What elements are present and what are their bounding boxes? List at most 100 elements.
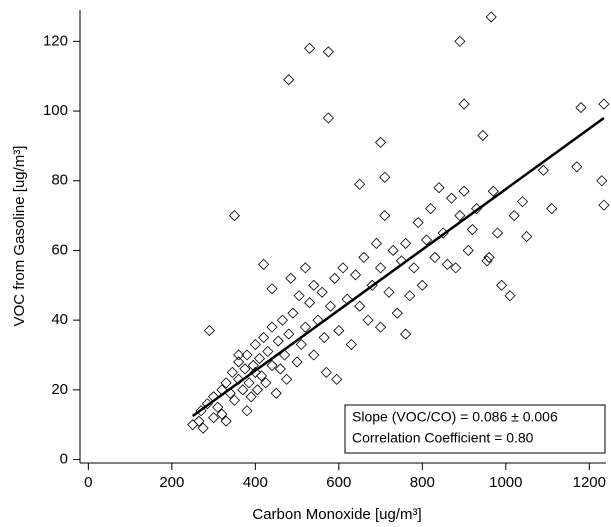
point — [216, 408, 228, 420]
x-tick-label: 400 — [243, 474, 268, 491]
point — [504, 290, 516, 302]
point — [291, 356, 303, 368]
point — [496, 279, 508, 291]
point — [575, 102, 587, 114]
point — [266, 283, 278, 295]
annotation: Correlation Coefficient = 0.80 — [352, 430, 534, 446]
y-tick-label: 0 — [60, 450, 68, 467]
point — [345, 338, 357, 351]
point — [379, 171, 391, 183]
point — [379, 210, 391, 222]
y-tick-label: 20 — [51, 381, 68, 398]
point — [322, 112, 334, 124]
point — [400, 237, 412, 250]
fit-line — [191, 117, 605, 417]
point — [537, 164, 549, 176]
point — [322, 46, 334, 58]
point — [249, 338, 261, 351]
point — [508, 210, 520, 222]
point — [195, 405, 207, 417]
point — [491, 227, 504, 239]
point — [247, 359, 259, 371]
point — [487, 185, 499, 197]
y-tick-label: 60 — [51, 241, 68, 258]
point — [316, 286, 328, 298]
point — [318, 331, 330, 344]
point — [420, 234, 433, 246]
point — [260, 377, 272, 389]
point — [404, 290, 416, 302]
point — [283, 328, 295, 340]
point — [400, 328, 412, 340]
point — [285, 272, 297, 284]
point — [304, 297, 316, 309]
point — [483, 251, 495, 263]
point — [477, 129, 489, 142]
point — [239, 363, 251, 375]
point — [370, 237, 382, 250]
point — [320, 366, 332, 378]
point — [270, 387, 282, 399]
y-axis-label: VOC from Gasoline [ug/m³] — [11, 146, 28, 327]
point — [408, 262, 420, 274]
point — [299, 262, 311, 274]
point — [337, 262, 349, 274]
point — [266, 359, 278, 371]
point — [462, 244, 474, 257]
x-tick-label: 200 — [159, 474, 184, 491]
point — [354, 178, 366, 190]
point — [425, 203, 437, 215]
x-tick-label: 1200 — [573, 474, 606, 491]
point — [304, 42, 316, 54]
point — [258, 331, 270, 344]
point — [308, 279, 320, 291]
point — [458, 185, 470, 197]
point — [354, 300, 366, 312]
point — [245, 391, 257, 403]
point — [324, 300, 337, 312]
point — [243, 377, 255, 389]
point — [241, 405, 253, 417]
point — [433, 182, 445, 194]
point — [375, 136, 387, 148]
point — [266, 321, 278, 333]
point — [208, 412, 220, 424]
point — [358, 251, 370, 263]
point — [445, 192, 458, 204]
annotation: Slope (VOC/CO) = 0.086 ± 0.006 — [352, 409, 558, 425]
point — [287, 307, 299, 319]
point — [249, 366, 261, 378]
point — [429, 251, 441, 263]
point — [262, 345, 274, 358]
point — [596, 175, 608, 187]
point — [362, 314, 374, 326]
point — [228, 210, 241, 222]
point — [256, 370, 268, 382]
point — [293, 290, 305, 302]
point — [212, 401, 224, 413]
point — [237, 384, 249, 396]
point — [233, 356, 245, 368]
point — [454, 35, 466, 47]
point — [193, 415, 205, 427]
point — [258, 258, 270, 270]
point — [220, 377, 232, 389]
point — [441, 258, 453, 270]
x-tick-label: 600 — [326, 474, 351, 491]
point — [203, 325, 215, 337]
point — [375, 262, 387, 274]
point — [276, 314, 289, 326]
point — [308, 349, 320, 361]
point — [197, 422, 209, 434]
point — [281, 373, 293, 385]
y-tick-label: 80 — [51, 172, 68, 189]
point — [450, 262, 462, 274]
point — [274, 363, 286, 375]
point — [546, 203, 558, 215]
point — [485, 11, 497, 23]
y-tick-label: 100 — [43, 102, 68, 119]
point — [220, 415, 232, 427]
point — [598, 98, 610, 110]
x-axis-label: Carbon Monoxide [ug/m³] — [252, 506, 421, 523]
